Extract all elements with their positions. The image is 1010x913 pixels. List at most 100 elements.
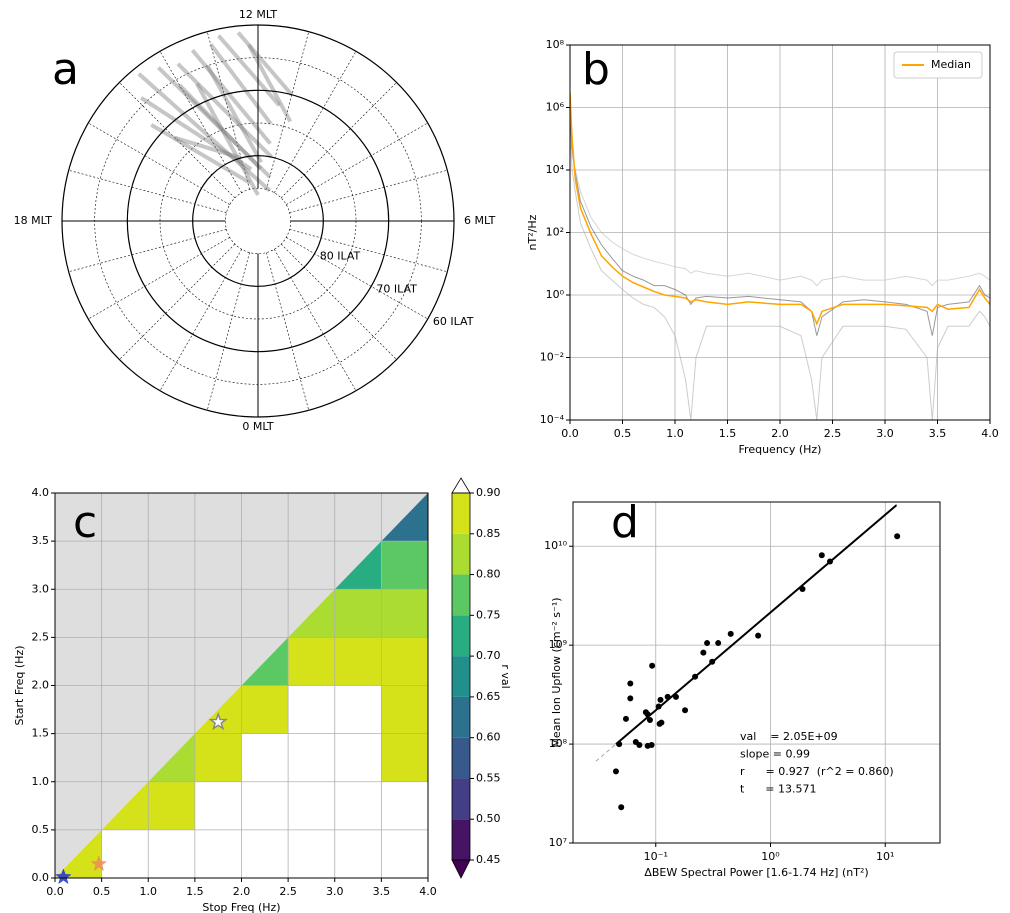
x-tick-label: 10⁻¹: [644, 850, 668, 863]
contour-cell: [194, 781, 242, 830]
scatter-point: [715, 640, 722, 647]
x-tick-label: 10¹: [876, 850, 894, 863]
contour-cell: [148, 781, 195, 830]
contour-cell: [288, 781, 335, 830]
track: [150, 123, 251, 185]
track: [205, 64, 263, 164]
contour-cell: [55, 829, 102, 878]
track: [137, 72, 272, 192]
grid-spoke: [159, 249, 242, 391]
x-tick-label: 3.5: [373, 885, 391, 898]
grid-ring: [225, 188, 291, 254]
colorbar-tick-label: 0.85: [476, 527, 501, 540]
colorbar-tick-label: 0.90: [476, 486, 501, 499]
contour-cell: [334, 541, 382, 590]
scatter-point: [649, 662, 656, 669]
scatter-point: [612, 768, 619, 775]
track: [140, 96, 253, 171]
colorbar-frame: [451, 492, 471, 861]
x-tick-label: 0.0: [46, 885, 64, 898]
scatter-point: [727, 630, 734, 637]
scatter-point: [692, 673, 699, 680]
grid-spoke: [88, 237, 230, 320]
x-tick-label: 4.0: [419, 885, 437, 898]
scatter-point: [894, 533, 901, 540]
contour-cell: [334, 685, 382, 734]
panel-label: b: [582, 44, 610, 95]
scatter-point: [618, 804, 625, 811]
scatter-point: [646, 717, 653, 724]
scatter-point: [700, 649, 707, 656]
legend-label: Median: [931, 58, 971, 71]
grid-spoke: [119, 243, 236, 360]
colorbar-tick-label: 0.50: [476, 812, 501, 825]
scatter-point: [709, 658, 716, 665]
colorbar-band: [452, 696, 470, 738]
y-tick-label: 10⁸: [549, 737, 568, 750]
plot-frame: [572, 501, 941, 844]
scatter-point: [818, 552, 825, 559]
ilat-label: 70 ILAT: [376, 282, 417, 295]
x-axis-label: Stop Freq (Hz): [202, 901, 280, 913]
panel-label: d: [611, 497, 639, 548]
y-tick-label: 3.0: [32, 582, 50, 595]
contour-cell: [288, 733, 335, 782]
track: [195, 82, 260, 196]
x-tick-label: 2.5: [824, 427, 842, 440]
colorbar-tick-label: 0.55: [476, 771, 501, 784]
y-tick-label: 10¹⁰: [544, 539, 567, 552]
contour-cell: [194, 829, 242, 878]
contour-cell: [381, 685, 428, 734]
scatter-point: [642, 709, 649, 716]
grid-spoke: [266, 252, 310, 411]
series-line: [570, 129, 990, 420]
y-tick-label: 0.5: [32, 823, 50, 836]
y-tick-label: 4.0: [32, 486, 50, 499]
contour-cell: [334, 637, 382, 686]
scatter-point: [704, 640, 711, 647]
scatter-point: [672, 693, 679, 700]
star-marker: [90, 855, 108, 872]
colorbar-tick-label: 0.60: [476, 731, 501, 744]
stat-annotation: t = 13.571: [740, 783, 817, 796]
grid-spoke: [274, 51, 357, 193]
contour-cell: [334, 781, 382, 830]
x-tick-label: 0.5: [614, 427, 632, 440]
contour-cell: [148, 829, 195, 878]
colorbar-band: [452, 737, 470, 779]
grid-spoke: [68, 229, 227, 273]
y-tick-label: 10⁶: [546, 101, 565, 114]
contour-cell: [381, 637, 428, 686]
contour-cell: [194, 685, 242, 734]
colorbar-under: [451, 859, 471, 879]
panel-label: a: [52, 44, 79, 95]
x-tick-label: 3.5: [929, 427, 947, 440]
grid-spoke: [206, 31, 250, 190]
y-tick-label: 10²: [546, 226, 564, 239]
contour-cell: [288, 637, 335, 686]
scatter-point: [616, 741, 623, 748]
track: [236, 31, 294, 97]
x-tick-label: 1.5: [719, 427, 737, 440]
scatter-point: [622, 715, 629, 722]
plot-frame: [569, 44, 991, 421]
colorbar-band: [452, 656, 470, 697]
colorbar-tick-label: 0.80: [476, 568, 501, 581]
scatter-point: [627, 680, 634, 687]
contour-cell: [241, 733, 289, 782]
grid-spoke: [274, 249, 357, 391]
fit-line: [615, 504, 898, 745]
plot-frame: [54, 492, 429, 879]
series-line: [570, 92, 990, 326]
colorbar-over: [451, 477, 471, 494]
colorbar-band: [452, 574, 470, 616]
scatter-point: [658, 719, 665, 726]
y-tick-label: 0.0: [32, 871, 50, 884]
scatter-point: [755, 632, 762, 639]
contour-cell: [381, 829, 428, 878]
scatter-point: [682, 707, 689, 714]
colorbar-tick-label: 0.70: [476, 649, 501, 662]
colorbar-tick-label: 0.75: [476, 608, 501, 621]
scatter-point: [799, 585, 806, 592]
